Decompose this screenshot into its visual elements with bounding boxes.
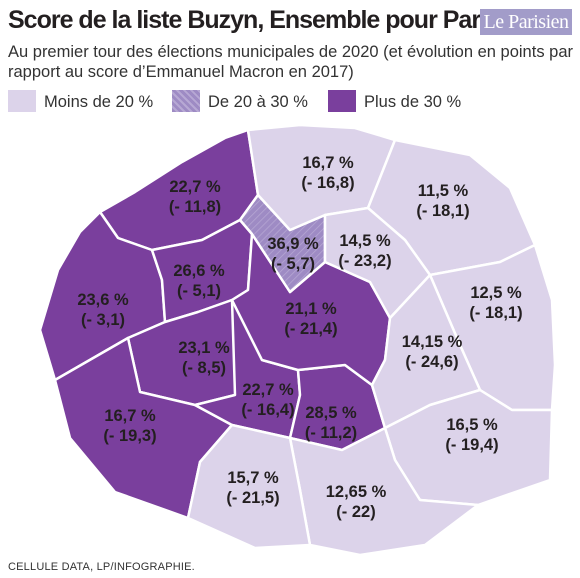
district-score-17: 12,65 % xyxy=(326,483,387,501)
le-parisien-logo: Le Parisien xyxy=(480,9,572,35)
district-score-7: 23,1 % xyxy=(178,339,230,357)
district-change-12: (- 18,1) xyxy=(416,202,469,220)
district-score-11: 16,7 % xyxy=(302,154,354,172)
legend-swatch-mid xyxy=(172,90,200,112)
district-score-12: 11,5 % xyxy=(418,182,469,200)
district-change-17: (- 22) xyxy=(336,503,375,521)
district-score-6: 23,6 % xyxy=(77,291,129,309)
district-score-8: 16,7 % xyxy=(104,407,156,425)
district-change-14: (- 24,6) xyxy=(405,353,458,371)
credit-line: CELLULE DATA, LP/INFOGRAPHIE. xyxy=(8,561,195,573)
district-score-1: 21,1 % xyxy=(285,300,337,318)
district-change-11: (- 16,8) xyxy=(301,174,354,192)
district-change-13: (- 18,1) xyxy=(469,304,522,322)
district-change-15: (- 19,4) xyxy=(445,436,498,454)
district-change-8: (- 19,3) xyxy=(103,427,156,445)
paris-arrondissements-map: 22,7 % (- 11,8) 16,7 % (- 16,8) 11,5 % (… xyxy=(38,123,557,557)
district-change-16: (- 21,5) xyxy=(226,489,279,507)
legend-label-mid: De 20 à 30 % xyxy=(208,93,308,111)
district-score-16: 15,7 % xyxy=(227,469,279,487)
district-change-5: (- 11,8) xyxy=(169,198,221,216)
district-change-9: (- 16,4) xyxy=(241,401,294,419)
district-change-3: (- 5,7) xyxy=(271,255,315,273)
district-shape xyxy=(186,423,312,550)
district-change-4: (- 5,1) xyxy=(177,282,221,300)
district-change-10: (- 11,2) xyxy=(305,424,357,442)
map-subtitle: Au premier tour des élections municipale… xyxy=(8,43,573,81)
district-score-3: 36,9 % xyxy=(267,235,319,253)
legend-label-low: Moins de 20 % xyxy=(44,93,154,111)
map-title: Score de la liste Buzyn, Ensemble pour P… xyxy=(8,6,500,34)
district-score-10: 28,5 % xyxy=(305,404,357,422)
district-score-14: 14,15 % xyxy=(402,333,463,351)
legend-item-low: Moins de 20 % xyxy=(8,90,153,114)
legend-swatch-low xyxy=(8,90,36,112)
legend-label-high: Plus de 30 % xyxy=(364,93,462,111)
district-change-6: (- 3,1) xyxy=(81,311,125,329)
district-score-15: 16,5 % xyxy=(446,416,498,434)
legend-swatch-high xyxy=(328,90,356,112)
district-change-1: (- 21,4) xyxy=(284,320,337,338)
district-change-7: (- 8,5) xyxy=(182,359,226,377)
district-change-2: (- 23,2) xyxy=(338,252,391,270)
district-score-9: 22,7 % xyxy=(242,381,294,399)
district-score-13: 12,5 % xyxy=(470,284,522,302)
legend-item-mid: De 20 à 30 % xyxy=(172,90,308,114)
district-score-4: 26,6 % xyxy=(173,262,225,280)
legend-item-high: Plus de 30 % xyxy=(328,90,461,114)
district-score-2: 14,5 % xyxy=(339,232,391,250)
district-score-5: 22,7 % xyxy=(169,178,221,196)
